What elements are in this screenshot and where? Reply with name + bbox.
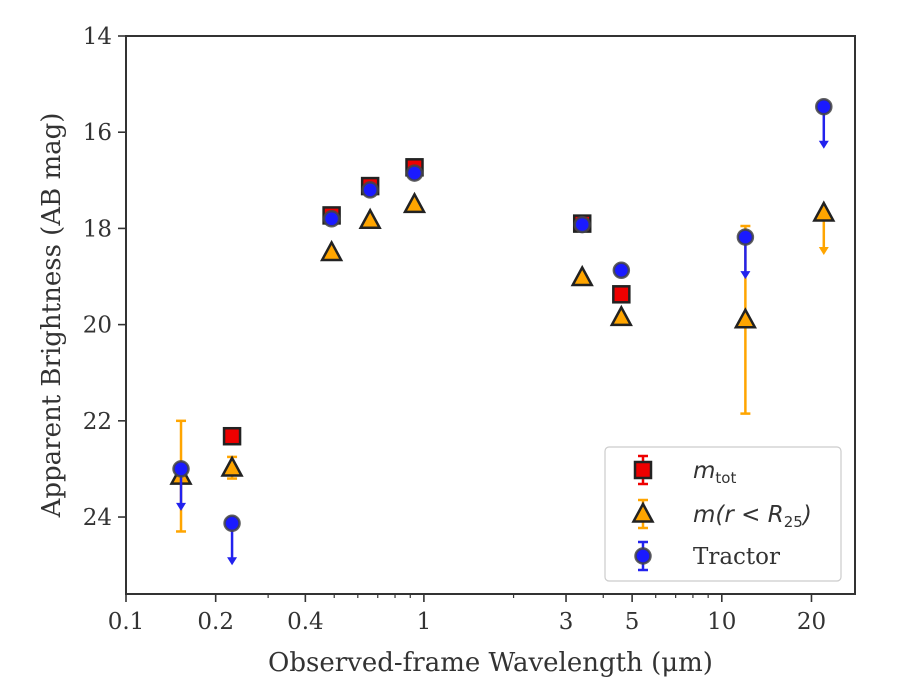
- series-tractor: [172, 97, 833, 566]
- data-point-tractor: [322, 210, 341, 228]
- legend-marker-mr25: [631, 501, 655, 523]
- x-tick-label: 0.4: [287, 609, 324, 635]
- data-point-mr25: [220, 455, 244, 477]
- limit-arrow-head: [227, 557, 238, 566]
- x-tick-label: 0.1: [108, 609, 145, 635]
- legend-label-mtot: mtot: [693, 458, 736, 487]
- data-point-mr25: [733, 307, 757, 329]
- data-point-tractor: [223, 514, 241, 533]
- data-point-mr25: [812, 200, 836, 222]
- legend-marker-tractor: [634, 547, 652, 565]
- data-point-mr25: [570, 264, 594, 287]
- y-tick-label: 16: [83, 120, 112, 146]
- data-point-tractor: [815, 97, 833, 116]
- limit-arrow-head: [740, 271, 751, 280]
- legend: mtot m(r < R25) Tractor: [604, 446, 842, 582]
- y-tick-label: 24: [83, 505, 112, 531]
- x-tick-label: 20: [797, 609, 826, 635]
- limit-arrow-head: [818, 140, 829, 149]
- chart-axes: 0.1 0.2 0.4 1 3 5 10 20 14 16 18 20 22 24: [83, 24, 826, 635]
- data-point-tractor: [612, 261, 631, 280]
- legend-marker-mtot: [633, 460, 653, 480]
- data-point-mr25: [358, 207, 382, 229]
- data-point-mr25: [402, 191, 427, 214]
- x-axis-label: Observed-frame Wavelength (μm): [268, 648, 713, 678]
- legend-label-mr25: m(r < R25): [693, 502, 812, 531]
- data-point-tractor: [405, 164, 424, 182]
- y-axis-label: Apparent Brightness (AB mag): [37, 113, 67, 519]
- data-point-tractor: [361, 181, 379, 199]
- data-point-mtot: [612, 285, 631, 304]
- y-tick-label: 22: [83, 409, 112, 435]
- y-tick-label: 20: [83, 313, 112, 339]
- data-point-mtot: [222, 426, 242, 446]
- legend-label-tractor: Tractor: [693, 544, 780, 570]
- data-point-tractor: [573, 215, 591, 234]
- x-tick-label: 1: [417, 609, 432, 635]
- x-tick-label: 3: [559, 609, 574, 635]
- x-tick-label: 10: [707, 609, 736, 635]
- y-tick-label: 14: [83, 24, 112, 50]
- data-point-tractor: [172, 460, 190, 478]
- chart-marks: [169, 97, 836, 566]
- data-point-tractor: [736, 228, 755, 246]
- data-point-mr25: [320, 239, 344, 262]
- x-tick-label: 0.2: [197, 609, 234, 635]
- plot-frame: [125, 35, 856, 595]
- data-point-mr25: [609, 304, 633, 327]
- limit-arrow-head: [818, 247, 829, 256]
- y-tick-label: 18: [83, 216, 112, 242]
- x-tick-label: 5: [625, 609, 640, 635]
- legend-box: [604, 446, 842, 582]
- limit-arrow-head: [176, 502, 187, 511]
